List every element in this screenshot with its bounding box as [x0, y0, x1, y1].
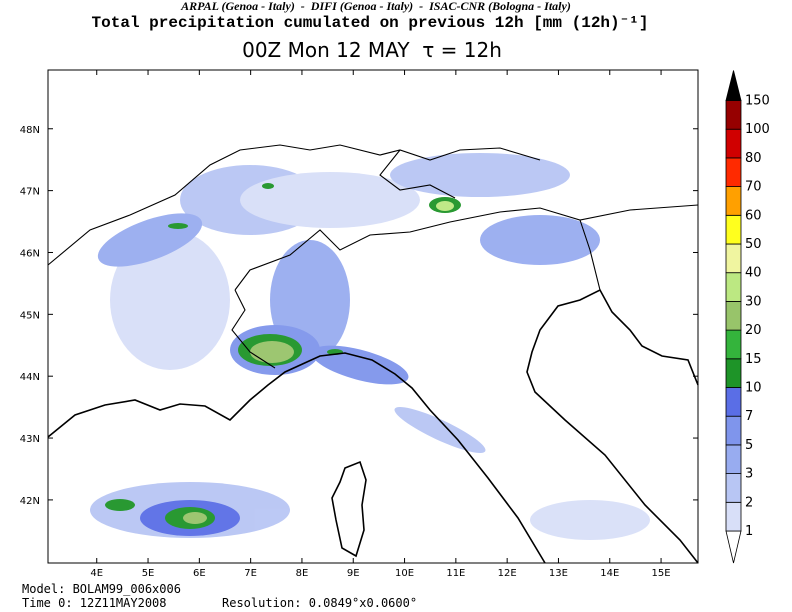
colorbar-arrow-low — [725, 530, 742, 564]
colorbar-segment — [725, 186, 742, 216]
colorbar-segment — [725, 100, 742, 130]
colorbar-segment — [725, 387, 742, 417]
coastline — [526, 288, 699, 564]
map-frame — [47, 69, 699, 564]
subtitle: 00Z Mon 12 MAY τ = 12h — [242, 38, 502, 62]
x-tick-label: 6E — [193, 568, 206, 579]
corsica — [331, 460, 367, 558]
y-tick-label: 47N — [20, 187, 40, 198]
x-tick-label: 4E — [90, 568, 103, 579]
x-tick-label: 8E — [296, 568, 309, 579]
colorbar-label: 15 — [745, 352, 762, 367]
x-tick-label: 14E — [600, 568, 619, 579]
colorbar-label: 7 — [745, 409, 753, 424]
colorbar-label: 150 — [745, 94, 770, 109]
colorbar-segment — [725, 329, 742, 360]
y-tick-label: 43N — [20, 434, 40, 445]
colorbar-label: 10 — [745, 381, 762, 396]
y-tick-label: 46N — [20, 248, 40, 259]
map-ticks: 4E 5E 6E 7E 8E 9E 10E 11E 12E 13E 14E 15E 42N 43N 44N 4… — [20, 70, 698, 579]
x-tick-label: 15E — [652, 568, 671, 579]
y-tick-label: 42N — [20, 496, 40, 507]
border — [579, 219, 601, 291]
coastline — [47, 352, 546, 564]
colorbar-label: 20 — [745, 323, 762, 338]
y-tick-label: 44N — [20, 372, 40, 383]
colorbar-segment — [725, 128, 742, 159]
colorbar-label: 50 — [745, 237, 762, 252]
colorbar-label: 3 — [745, 467, 753, 482]
precip-field — [90, 153, 650, 540]
colorbar-segment — [725, 300, 742, 331]
colorbar-label: 70 — [745, 180, 762, 195]
border — [231, 289, 276, 369]
title: Total precipitation cumulated on previou… — [92, 14, 649, 32]
colorbar-segment — [725, 358, 742, 388]
map — [47, 69, 699, 564]
x-tick-label: 11E — [446, 568, 465, 579]
colorbar-segment — [725, 272, 742, 302]
institutions: ARPAL (Genoa - Italy) - DIFI (Genoa - It… — [180, 0, 571, 13]
colorbar: 1 2 3 5 7 10 15 20 30 40 50 60 70 80 100 150 — [725, 70, 770, 564]
y-tick-label: 48N — [20, 125, 40, 136]
colorbar-label: 40 — [745, 266, 762, 281]
colorbar-label: 1 — [745, 524, 753, 539]
colorbar-label: 80 — [745, 151, 762, 166]
colorbar-segment — [725, 415, 742, 446]
colorbar-segment — [725, 214, 742, 245]
colorbar-label: 100 — [745, 122, 770, 137]
border — [379, 149, 456, 199]
x-tick-label: 12E — [498, 568, 517, 579]
colorbar-segment — [725, 444, 742, 474]
y-tick-label: 45N — [20, 310, 40, 321]
colorbar-label: 30 — [745, 294, 762, 309]
x-tick-label: 13E — [549, 568, 568, 579]
colorbar-segment — [725, 501, 742, 532]
colorbar-label: 2 — [745, 495, 753, 510]
x-tick-label: 10E — [395, 568, 414, 579]
colorbar-label: 60 — [745, 208, 762, 223]
model: Model: BOLAM99_006x006 — [22, 582, 181, 596]
resolution: Resolution: 0.0849°x0.0600° — [222, 596, 417, 610]
colorbar-segment — [725, 157, 742, 187]
border — [47, 144, 541, 266]
init-time: Time 0: 12Z11MAY2008 — [22, 596, 167, 610]
colorbar-arrow-high — [725, 70, 742, 101]
colorbar-segment — [725, 243, 742, 274]
x-tick-label: 5E — [142, 568, 155, 579]
x-tick-label: 7E — [244, 568, 257, 579]
colorbar-segment — [725, 473, 742, 503]
colorbar-label: 5 — [745, 438, 753, 453]
x-tick-label: 9E — [347, 568, 360, 579]
